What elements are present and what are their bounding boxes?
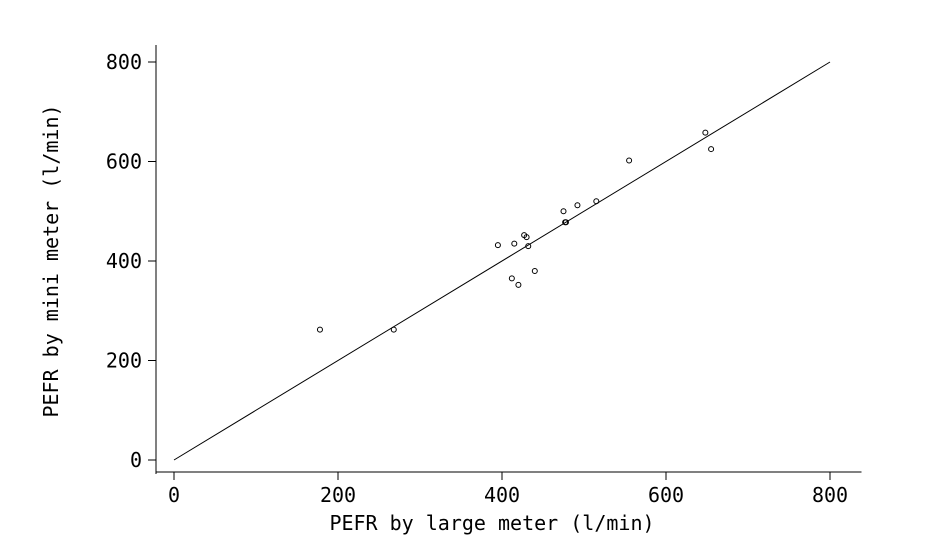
- equality-line: [173, 61, 831, 461]
- data-point: [316, 326, 323, 333]
- y-tick-label: 600: [106, 150, 142, 174]
- data-point: [494, 242, 501, 249]
- data-point: [531, 267, 538, 274]
- y-axis-ticks: 0 200 400 600 800: [106, 50, 156, 472]
- x-tick-label: 0: [168, 483, 180, 507]
- data-points: [316, 129, 715, 333]
- x-axis-label: PEFR by large meter (l/min): [329, 511, 654, 535]
- y-tick-label: 800: [106, 50, 142, 74]
- data-point: [626, 157, 633, 164]
- x-tick-label: 400: [484, 483, 520, 507]
- x-axis-ticks: 0 200 400 600 800: [168, 472, 848, 507]
- data-point: [390, 326, 397, 333]
- data-point: [523, 234, 530, 241]
- y-tick-label: 400: [106, 249, 142, 273]
- data-point: [574, 202, 581, 209]
- data-point: [560, 208, 567, 215]
- data-point: [593, 198, 600, 205]
- data-point: [562, 219, 569, 226]
- x-tick-label: 600: [648, 483, 684, 507]
- data-point: [525, 243, 532, 250]
- data-point: [508, 275, 515, 282]
- x-tick-label: 200: [320, 483, 356, 507]
- data-point: [702, 129, 709, 136]
- data-point: [515, 281, 522, 288]
- y-tick-label: 200: [106, 349, 142, 373]
- y-tick-label: 0: [130, 448, 142, 472]
- x-tick-label: 800: [812, 483, 848, 507]
- data-point: [511, 240, 518, 247]
- data-point: [708, 146, 715, 153]
- y-axis-label: PEFR by mini meter (l/min): [39, 104, 63, 417]
